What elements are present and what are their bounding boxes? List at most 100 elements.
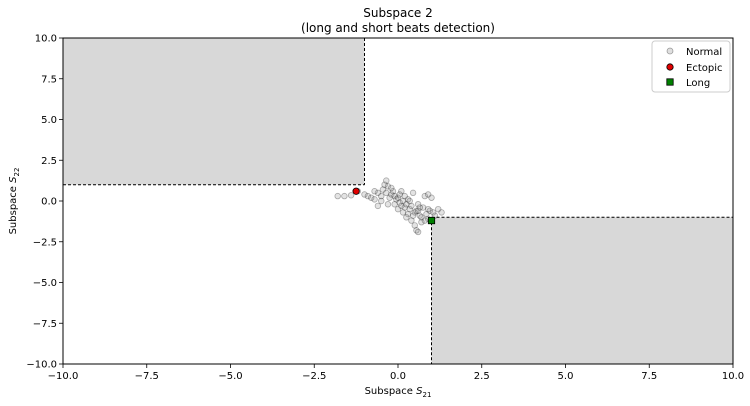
data-point-normal [391,201,398,208]
data-point-normal [424,205,432,213]
data-point-normal [419,204,427,211]
x-tick-label: −2.5 [302,371,326,382]
data-point-ectopic [352,187,360,195]
data-point-normal [379,186,387,193]
data-point-normal [404,196,412,203]
legend-label-long: Long [686,78,710,89]
data-point-normal [408,217,415,224]
data-point-normal [371,196,378,203]
x-tick-label: 10.0 [722,371,744,382]
data-point-normal [404,210,412,218]
data-point-normal [426,207,434,214]
data-point-normal [391,192,398,200]
data-point-normal [378,197,385,205]
data-point-long [427,216,436,225]
data-point-normal [389,188,397,195]
chart-title: Subspace 2 [363,6,433,20]
data-point-normal [388,184,395,192]
data-point-normal [406,205,413,213]
data-point-normal [364,192,372,200]
y-tick-label: −7.5 [33,319,57,330]
data-point-normal [396,191,403,198]
data-point-normal [424,191,432,198]
data-point-normal [384,201,392,208]
x-tick-label: 7.5 [641,371,657,382]
data-point-normal [421,192,428,200]
shaded-regions [63,38,733,364]
data-point-normal [411,209,418,216]
x-axis-label-symbol: S [416,386,423,397]
x-tick-label: −5.0 [218,371,242,382]
shaded-region-2 [431,217,733,364]
data-point-normal [398,202,405,210]
x-tick-label: −7.5 [135,371,159,382]
data-point-normal [396,199,403,206]
x-axis-label-main: Subspace [365,386,417,397]
y-axis-label-subscript: 22 [13,168,21,177]
data-point-normal [347,192,355,199]
data-point-normal [384,183,392,190]
data-point-normal [361,191,368,198]
y-tick-label: 10.0 [35,34,57,45]
x-axis-label-subscript: 21 [423,391,432,399]
x-tick-label: 0.0 [390,371,406,382]
y-tick-label: 0.0 [41,197,57,208]
legend: Normal Ectopic Long [651,40,731,93]
data-point-normal [408,202,415,210]
shaded-region-1 [63,38,365,185]
data-point-normal [334,192,341,200]
legend-marker-ectopic [666,63,674,71]
data-point-normal [368,194,375,201]
data-point-normal [418,218,425,226]
data-point-normal [413,227,420,234]
data-point-normal [394,205,402,213]
data-point-normal [371,188,378,195]
y-tick-label: 5.0 [41,115,57,126]
data-point-normal [411,222,418,229]
data-point-normal [414,228,422,236]
data-point-normal [416,204,423,211]
data-point-normal [383,177,390,184]
data-point-normal [429,209,437,216]
y-tick-label: 2.5 [41,156,57,167]
chart-subtitle: (long and short beats detection) [301,21,495,35]
data-point-normal [413,207,420,214]
data-point-normal [399,209,407,216]
data-point-normal [435,205,442,213]
data-point-normal [401,204,408,211]
data-points [334,177,445,236]
y-tick-label: −2.5 [33,237,57,248]
y-axis-label: Subspace S22 [8,168,21,235]
data-point-normal [414,201,422,208]
data-point-normal [394,194,402,201]
y-axis-label-symbol: S [8,176,19,183]
x-tick-label: −10.0 [48,371,79,382]
data-point-normal [409,189,417,197]
data-point-normal [374,202,382,210]
data-point-normal [388,191,395,198]
data-point-normal [374,189,382,197]
data-point-normal [381,181,388,188]
data-point-normal [414,207,422,214]
data-point-normal [403,201,410,208]
data-point-normal [423,210,430,218]
data-point-normal [406,197,413,205]
data-point-normal [416,212,423,219]
data-point-normal [383,189,390,197]
y-tick-label: −5.0 [33,278,57,289]
data-point-normal [421,217,428,224]
y-tick-label: −10.0 [26,360,57,371]
x-tick-label: 2.5 [474,371,490,382]
data-point-normal [341,192,348,200]
legend-label-ectopic: Ectopic [686,63,722,74]
y-axis-label-main: Subspace [8,183,19,235]
axis-ticks: −10.0 −7.5 −5.0 −2.5 0.0 2.5 5.0 7.5 10.0 −10.0 −7… [26,34,744,383]
data-point-normal [403,214,410,221]
legend-label-normal: Normal [686,47,722,58]
data-point-normal [393,196,400,203]
data-point-normal [428,194,435,201]
data-point-normal [401,192,408,200]
data-point-normal [409,212,417,219]
